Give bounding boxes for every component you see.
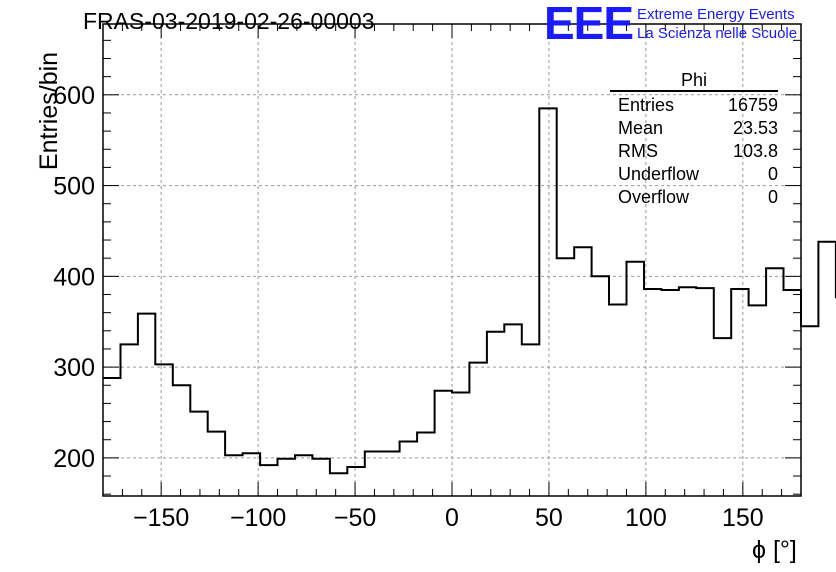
x-tick-label: 50 (535, 504, 563, 532)
stats-value: 0 (767, 187, 778, 207)
x-tick-label: 100 (625, 504, 667, 532)
stats-row: RMS 103.8 (610, 140, 778, 163)
y-tick-label: 300 (53, 354, 95, 382)
stats-label: Overflow (618, 187, 690, 207)
brand-line-1: Extreme Energy Events (637, 6, 795, 23)
y-tick-label: 600 (53, 82, 95, 110)
histogram-line (103, 107, 836, 475)
x-tick-label: −150 (133, 504, 189, 532)
stats-value: 0 (767, 164, 778, 184)
stats-row: Underflow 0 (610, 163, 778, 186)
stats-label: Mean (618, 118, 664, 138)
y-tick-label: 200 (53, 445, 95, 473)
stats-label: Underflow (618, 164, 700, 184)
x-tick-label: 150 (722, 504, 764, 532)
logo: EEE (544, 0, 634, 49)
y-tick-label: 400 (53, 263, 95, 291)
y-tick-label: 500 (53, 173, 95, 201)
grid-lines (103, 24, 801, 496)
stats-value: 23.53 (732, 118, 778, 138)
x-tick-label: −100 (230, 504, 286, 532)
stats-row: Entries 16759 (610, 94, 778, 117)
tick-labels: −150 −100 −50 0 50 100 150 200 300 400 500 600 (53, 82, 763, 532)
stats-label: RMS (618, 141, 658, 161)
stats-title: Phi (610, 70, 778, 92)
stats-value: 103.8 (732, 141, 778, 161)
stats-value: 16759 (727, 95, 778, 115)
x-tick-label: 0 (445, 504, 459, 532)
stats-row: Overflow 0 (610, 186, 778, 209)
page-title: FRAS-03-2019-02-26-00003 (83, 8, 375, 34)
stats-label: Entries (618, 95, 675, 115)
x-tick-label: −50 (334, 504, 376, 532)
brand-line-2: La Scienza nelle Scuole (637, 25, 798, 42)
stats-row: Mean 23.53 (610, 117, 778, 140)
x-axis-label: ϕ [°] (752, 536, 797, 564)
stats-box: Phi Entries 16759 Mean 23.53 RMS 103.8 U… (610, 70, 778, 209)
y-axis-label: Entries/bin (35, 51, 63, 171)
axis-ticks (102, 24, 802, 496)
